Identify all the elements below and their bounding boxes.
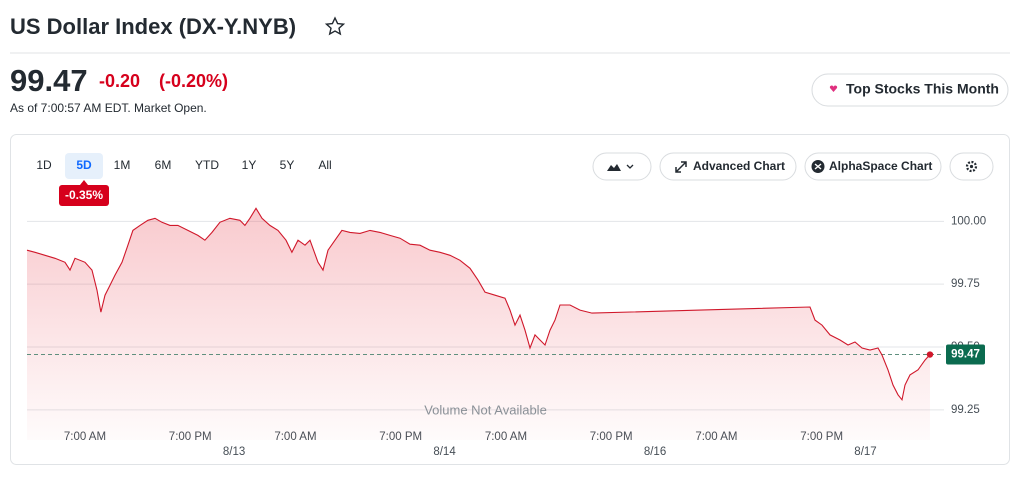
y-tick-label: 100.00 <box>951 215 986 227</box>
gear-icon <box>965 160 978 173</box>
chart-toolbar: 1D 5D -0.35% 1M 6M YTD 1Y 5Y All <box>36 153 332 206</box>
range-change-pointer <box>80 180 88 185</box>
top-stocks-button[interactable]: Top Stocks This Month <box>811 73 1009 107</box>
range-button[interactable]: YTD <box>195 158 219 172</box>
range-label: 5D <box>76 158 92 172</box>
button-bg <box>659 152 797 181</box>
button-label: Advanced Chart <box>693 159 785 173</box>
price-area <box>27 208 930 440</box>
range-button[interactable]: 1M <box>114 158 131 172</box>
chevron-icon <box>626 164 634 169</box>
range-selected-bg <box>65 153 103 179</box>
last-point <box>926 351 934 358</box>
range-button[interactable]: 1D <box>36 158 52 172</box>
range-button[interactable]: 5D <box>65 153 103 179</box>
as-of: As of 7:00:57 AM EDT. Market Open. <box>10 101 207 115</box>
button-label: AlphaSpace Chart <box>829 159 932 173</box>
y-tick-label: 99.75 <box>951 278 980 290</box>
range-label: 6M <box>155 158 172 172</box>
heart-icon <box>829 85 838 92</box>
expand-icon <box>675 161 687 173</box>
range-label: 1M <box>114 158 131 172</box>
range-change-badge <box>59 185 109 206</box>
price-change: -0.20 <box>99 71 140 91</box>
settings-button[interactable] <box>949 152 994 181</box>
button-label: Top Stocks This Month <box>846 81 999 97</box>
price: 99.47 <box>10 63 88 98</box>
date-label: 8/17 <box>854 446 876 458</box>
range-label: 1D <box>36 158 52 172</box>
date-label: 8/14 <box>433 446 456 458</box>
page-title: US Dollar Index (DX-Y.NYB) <box>10 14 296 39</box>
advanced-chart-button[interactable]: Advanced Chart <box>659 152 797 181</box>
range-label: 5Y <box>280 158 295 172</box>
range-label: 1Y <box>242 158 257 172</box>
button-bg <box>592 152 652 181</box>
date-label: 8/13 <box>223 446 245 458</box>
mountain-icon <box>607 164 621 171</box>
chart-type-button[interactable] <box>592 152 652 181</box>
date-label: 8/16 <box>644 446 666 458</box>
range-button[interactable]: 6M <box>155 158 172 172</box>
price-change-percent: (-0.20%) <box>159 71 228 91</box>
y-tick-label: 99.25 <box>951 404 980 416</box>
button-bg <box>811 73 1009 107</box>
last-value-label: 99.47 <box>951 349 980 361</box>
range-change-label: -0.35% <box>65 188 103 202</box>
last-value-badge <box>946 344 985 365</box>
button-bg <box>804 152 942 181</box>
alphaspace-icon-mark <box>814 163 822 170</box>
alphaspace-chart-button[interactable]: AlphaSpace Chart <box>804 152 942 181</box>
range-button[interactable]: All <box>318 158 331 172</box>
favorite-star[interactable] <box>324 16 346 36</box>
range-button[interactable]: 1Y <box>242 158 257 172</box>
volume-note: Volume Not Available <box>424 402 547 417</box>
range-label: All <box>318 158 331 172</box>
price-line <box>26 207 931 402</box>
range-button[interactable]: 5Y <box>280 158 295 172</box>
gear-icon-center <box>969 164 974 169</box>
range-label: YTD <box>195 158 219 172</box>
